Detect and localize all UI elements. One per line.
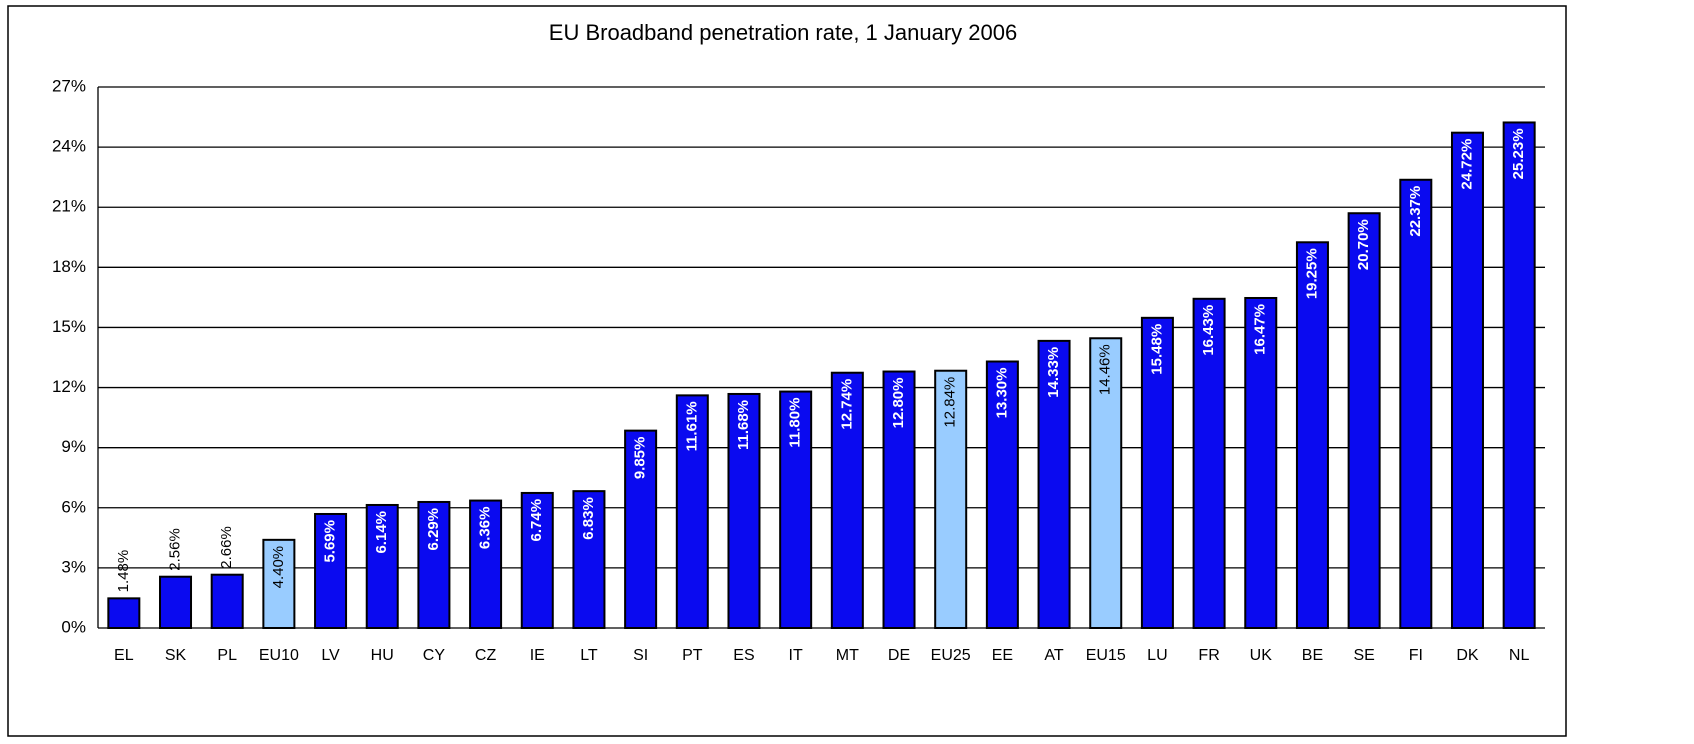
bar [262, 538, 296, 629]
x-tick-label: EU25 [931, 647, 971, 664]
y-tick-label: 12% [52, 377, 86, 396]
value-label: 2.56% [166, 528, 183, 571]
value-label: 6.36% [477, 507, 494, 550]
x-tick-label: CZ [475, 647, 497, 664]
x-tick-label: AT [1044, 647, 1063, 664]
bar [1089, 337, 1123, 629]
x-tick-label: EU10 [259, 647, 299, 664]
y-tick-label: 3% [61, 557, 86, 576]
bar [1399, 178, 1433, 629]
value-label: 16.43% [1200, 305, 1217, 356]
x-tick-label: FI [1409, 647, 1423, 664]
value-label: 11.61% [683, 401, 700, 451]
value-label: 24.72% [1458, 139, 1475, 190]
value-label: 14.33% [1045, 347, 1062, 398]
y-tick-label: 18% [52, 257, 86, 276]
x-tick-label: CY [423, 647, 446, 664]
value-label: 14.46% [1097, 344, 1114, 395]
x-tick-label: DK [1456, 647, 1479, 664]
bar [469, 499, 503, 630]
x-tick-label: IE [530, 647, 545, 664]
x-tick-label: MT [836, 647, 859, 664]
bar [934, 369, 968, 629]
bar [830, 371, 864, 629]
x-tick-label: FR [1198, 647, 1219, 664]
value-label: 6.74% [528, 499, 545, 542]
y-tick-label: 6% [61, 497, 86, 516]
bar [727, 392, 761, 629]
value-label: 15.48% [1148, 324, 1165, 375]
value-label: 11.68% [735, 400, 752, 450]
x-tick-label: EE [992, 647, 1013, 664]
x-tick-label: EL [114, 647, 134, 664]
value-label: 12.74% [838, 379, 855, 430]
x-tick-label: BE [1302, 647, 1323, 664]
x-tick-label: PL [217, 647, 237, 664]
x-tick-label: HU [371, 647, 394, 664]
y-tick-label: 0% [61, 617, 86, 636]
value-label: 4.40% [270, 546, 287, 589]
x-tick-label: DE [888, 647, 910, 664]
value-label: 12.84% [942, 377, 959, 428]
x-tick-label: LT [580, 647, 598, 664]
x-tick-label: UK [1250, 647, 1273, 664]
y-tick-label: 15% [52, 317, 86, 336]
value-label: 6.29% [425, 508, 442, 551]
x-tick-label: LU [1147, 647, 1167, 664]
bar [985, 360, 1019, 629]
value-label: 1.48% [115, 550, 132, 593]
value-label: 11.80% [787, 398, 804, 448]
bar [624, 429, 658, 630]
bar [1502, 121, 1536, 630]
bar [1037, 339, 1071, 629]
value-label: 6.14% [373, 511, 390, 554]
value-label: 13.30% [993, 368, 1010, 419]
bar [1192, 297, 1226, 629]
x-tick-label: ES [733, 647, 754, 664]
bar [675, 394, 709, 629]
x-tick-label: LV [321, 647, 340, 664]
bar [572, 490, 606, 629]
value-label: 25.23% [1510, 128, 1527, 179]
x-tick-label: SK [165, 647, 187, 664]
bar [210, 573, 244, 629]
value-label: 19.25% [1303, 248, 1320, 299]
value-label: 12.80% [890, 378, 907, 429]
bar [159, 575, 193, 630]
y-tick-label: 27% [52, 76, 86, 95]
y-tick-label: 24% [52, 137, 86, 156]
x-tick-label: SI [633, 647, 648, 664]
bar [520, 491, 554, 630]
bar [1295, 241, 1329, 629]
x-tick-label: PT [682, 647, 703, 664]
y-tick-label: 21% [52, 197, 86, 216]
bar [779, 390, 813, 629]
x-tick-label: SE [1353, 647, 1374, 664]
x-tick-label: IT [789, 647, 803, 664]
bar [1244, 296, 1278, 629]
bar [365, 503, 399, 629]
bar [1140, 316, 1174, 629]
bar [882, 370, 916, 629]
value-label: 9.85% [632, 437, 649, 480]
x-tick-label: EU15 [1086, 647, 1126, 664]
value-label: 5.69% [322, 520, 339, 563]
bar [1347, 212, 1381, 629]
chart-title: EU Broadband penetration rate, 1 January… [549, 20, 1017, 45]
value-label: 2.66% [218, 526, 235, 569]
bar [314, 512, 348, 629]
value-label: 20.70% [1355, 219, 1372, 270]
bar [107, 597, 141, 630]
bar [417, 500, 451, 630]
x-tick-label: NL [1509, 647, 1530, 664]
y-tick-label: 9% [61, 437, 86, 456]
value-label: 22.37% [1407, 186, 1424, 237]
bar [1450, 131, 1484, 629]
value-label: 16.47% [1252, 304, 1269, 355]
value-label: 6.83% [580, 497, 597, 540]
